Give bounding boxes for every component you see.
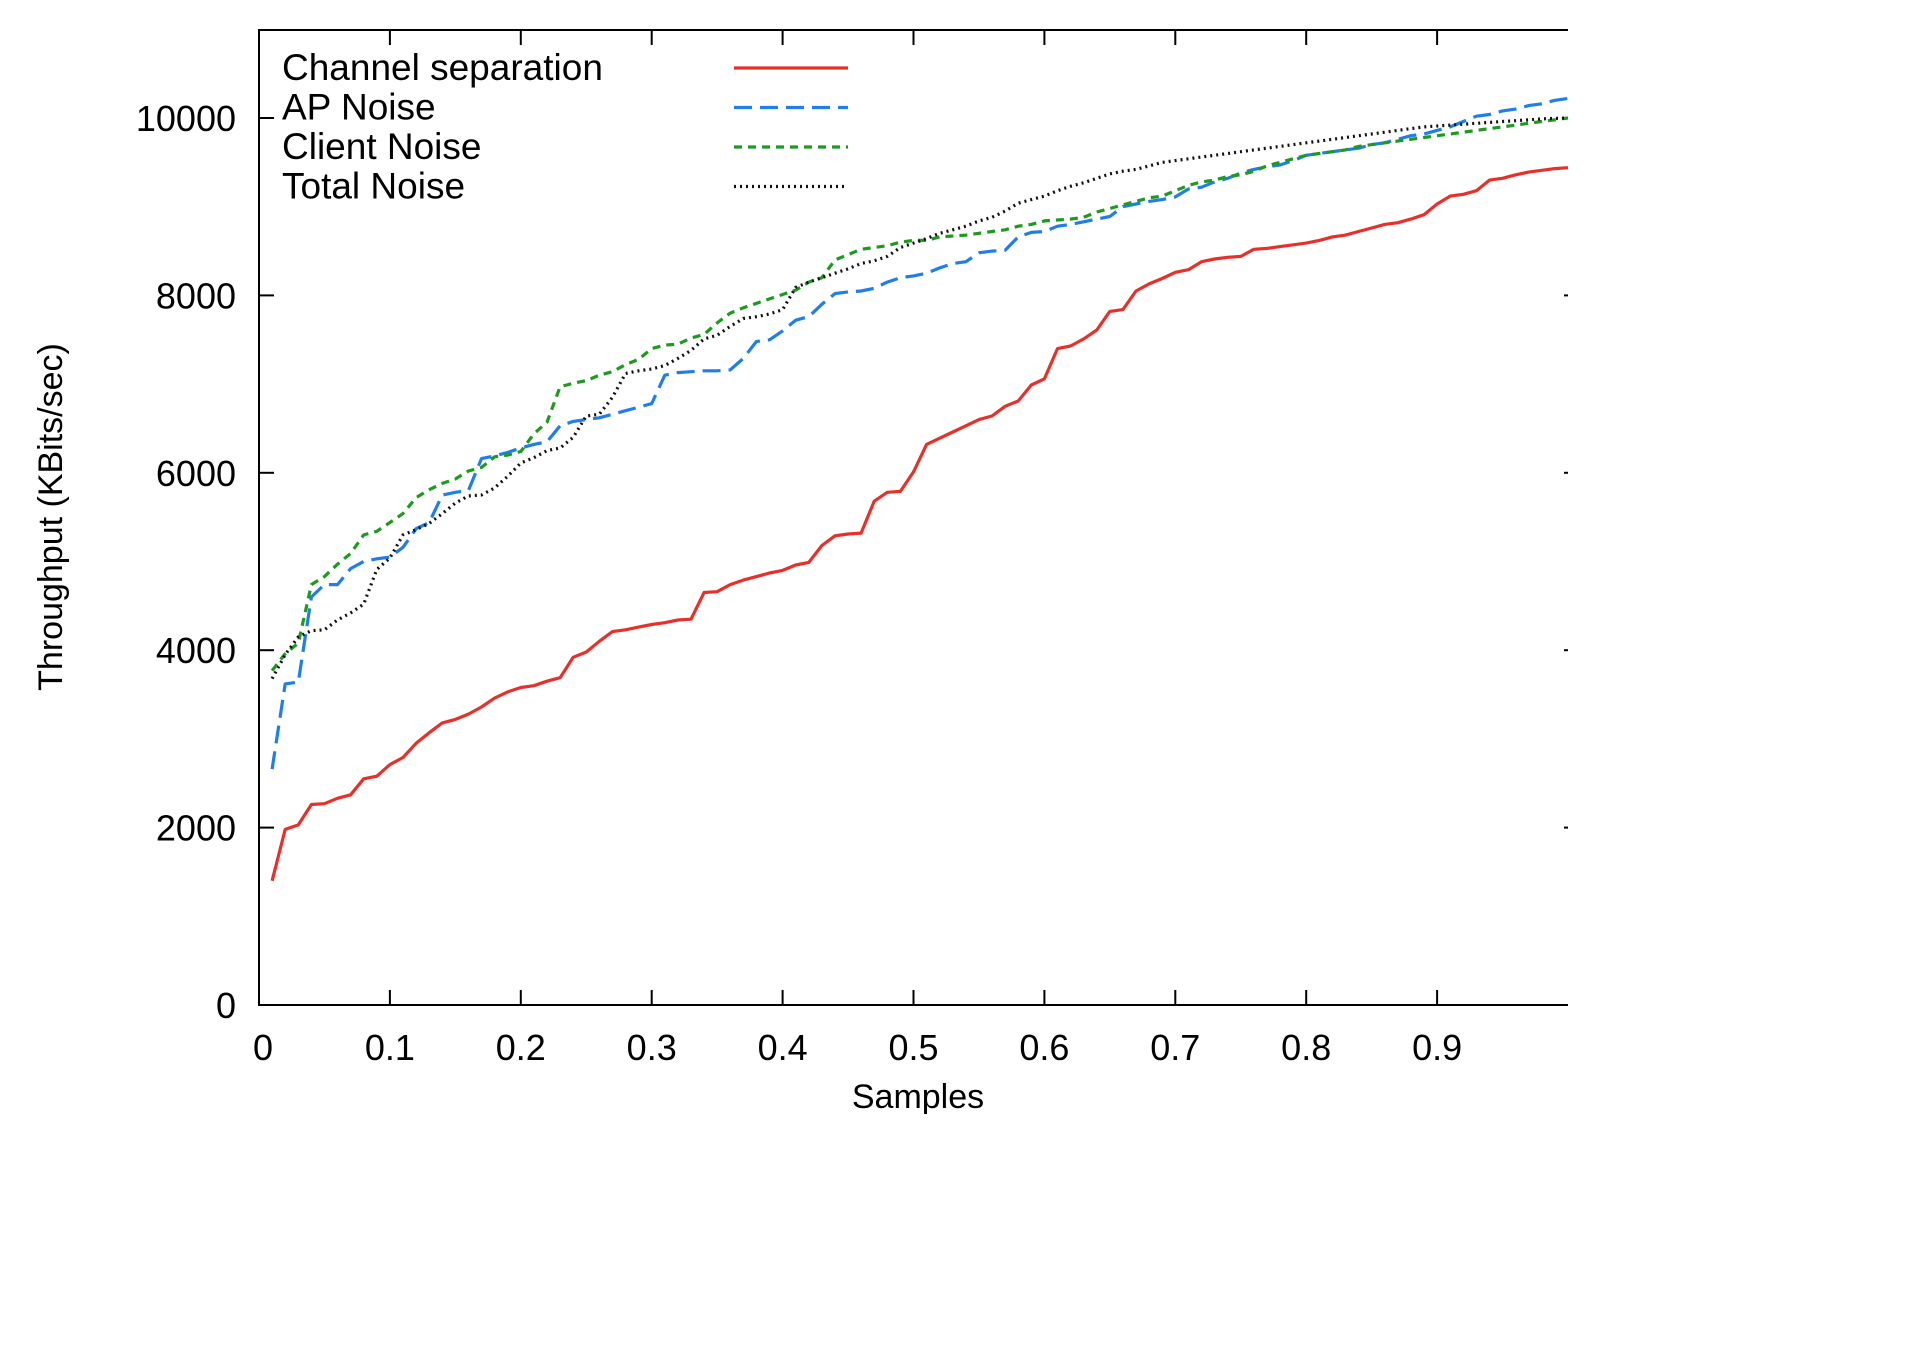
y-axis-label: Throughput (KBits/sec) bbox=[32, 343, 70, 691]
series-layer bbox=[270, 96, 1569, 882]
x-tick-label: 0 bbox=[253, 1027, 273, 1068]
series-line-total-noise bbox=[270, 116, 1569, 680]
x-axis-label: Samples bbox=[852, 1078, 984, 1114]
x-tick-label: 0.2 bbox=[496, 1027, 546, 1068]
series-line-channel-separation bbox=[270, 166, 1569, 882]
x-tick-label: 0.8 bbox=[1281, 1027, 1331, 1068]
x-tick-label: 0.9 bbox=[1412, 1027, 1462, 1068]
x-tick-label: 0.5 bbox=[888, 1027, 938, 1068]
y-tick-label: 8000 bbox=[156, 275, 236, 316]
x-tick-label: 0.3 bbox=[627, 1027, 677, 1068]
line-chart: 0 0.1 0.2 0.3 0.4 0.5 0.6 0.7 0.8 0.9 0 2000 4000 60… bbox=[32, 29, 1580, 1116]
legend-label: Client Noise bbox=[282, 126, 481, 167]
x-tick-label: 0.4 bbox=[758, 1027, 808, 1068]
y-tick-label: 10000 bbox=[136, 98, 236, 139]
x-axis-ticks: 0 0.1 0.2 0.3 0.4 0.5 0.6 0.7 0.8 0.9 bbox=[253, 30, 1462, 1068]
x-tick-label: 0.6 bbox=[1019, 1027, 1069, 1068]
x-tick-label: 0.7 bbox=[1150, 1027, 1200, 1068]
chart-container: 0 0.1 0.2 0.3 0.4 0.5 0.6 0.7 0.8 0.9 0 2000 4000 60… bbox=[32, 29, 1580, 1116]
y-tick-label: 0 bbox=[216, 985, 236, 1026]
series-line-ap-noise bbox=[270, 96, 1569, 770]
legend-label: Channel separation bbox=[282, 47, 603, 88]
legend-label: AP Noise bbox=[282, 87, 436, 128]
y-tick-label: 2000 bbox=[156, 808, 236, 849]
y-tick-label: 4000 bbox=[156, 630, 236, 671]
y-axis-ticks: 0 2000 4000 6000 8000 10000 bbox=[136, 98, 1579, 1026]
y-tick-label: 6000 bbox=[156, 453, 236, 494]
legend-label: Total Noise bbox=[282, 166, 465, 207]
x-tick-label: 0.1 bbox=[365, 1027, 415, 1068]
series-line-client-noise bbox=[270, 116, 1569, 672]
